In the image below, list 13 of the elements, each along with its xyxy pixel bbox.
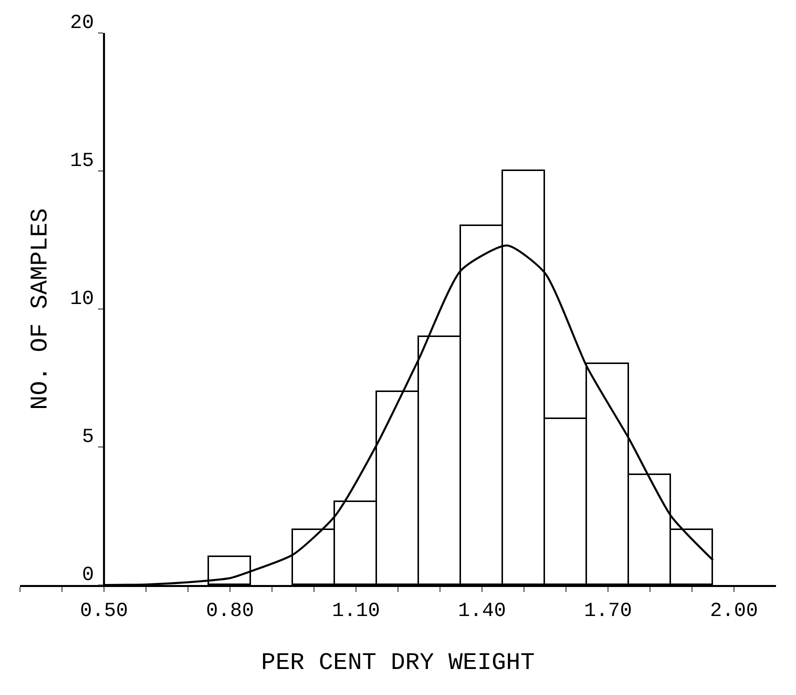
y-tick-label: 15 xyxy=(70,150,94,173)
x-tick-label: 1.10 xyxy=(332,600,380,623)
x-tick-label: 0.80 xyxy=(206,600,254,623)
x-tick-label: 1.40 xyxy=(458,600,506,623)
y-tick-label: 10 xyxy=(70,288,94,311)
x-tick-label: 2.00 xyxy=(710,600,758,623)
x-axis-title: PER CENT DRY WEIGHT xyxy=(261,650,535,677)
y-tick-label: 0 xyxy=(82,564,94,587)
y-tick-label: 20 xyxy=(70,12,94,35)
y-axis-title: NO. OF SAMPLES xyxy=(28,208,55,410)
text: 0.50 xyxy=(80,600,128,623)
y-tick-label: 5 xyxy=(82,426,94,449)
x-tick-label: 1.70 xyxy=(584,600,632,623)
